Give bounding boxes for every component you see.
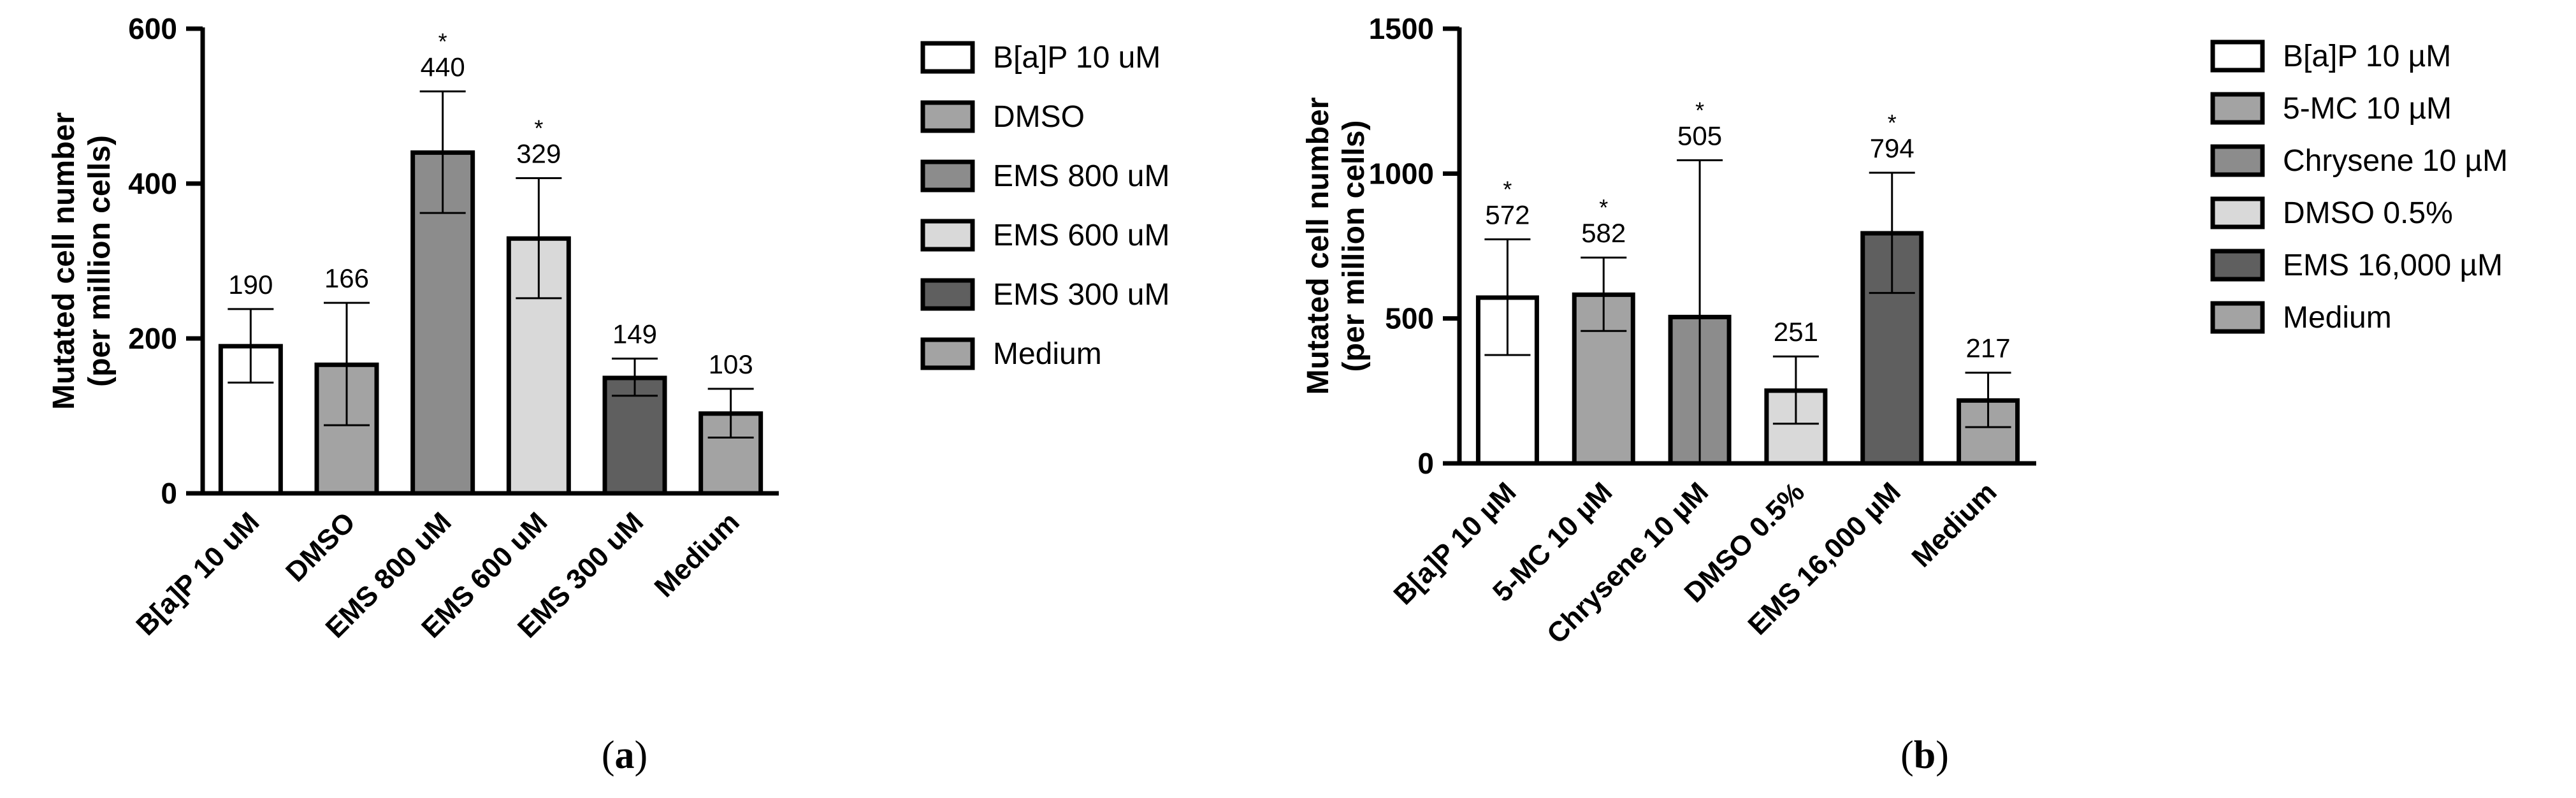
legend-label: Medium xyxy=(993,337,1102,371)
legend-swatch xyxy=(920,41,975,74)
legend-label: Medium xyxy=(2283,301,2392,335)
panel-caption-close-paren: ) xyxy=(1936,734,1949,777)
y-tick-label: 0 xyxy=(1417,447,1434,480)
y-tick-label: 400 xyxy=(128,167,177,200)
legend-label: DMSO xyxy=(993,100,1085,134)
legend-swatch xyxy=(2210,249,2265,282)
legend-swatch xyxy=(920,278,975,311)
legend-swatch xyxy=(920,219,975,252)
value-label: 440 xyxy=(421,52,465,82)
value-label: 251 xyxy=(1774,317,1818,347)
value-label: 794 xyxy=(1870,133,1914,163)
significance-marker: * xyxy=(1599,194,1608,221)
value-label: 582 xyxy=(1581,218,1626,248)
y-tick-label: 500 xyxy=(1385,302,1434,335)
y-axis-title-line-1: Mutated cell number xyxy=(47,112,81,410)
legend-label: 5-MC 10 µM xyxy=(2283,92,2452,126)
x-tick-label: Medium xyxy=(1906,476,2002,573)
legend-swatch xyxy=(2210,92,2265,125)
y-tick-label: 200 xyxy=(128,322,177,355)
legend-label: DMSO 0.5% xyxy=(2283,196,2453,230)
legend-label: Chrysene 10 µM xyxy=(2283,144,2508,178)
panel-caption-open-paren: ( xyxy=(1900,734,1914,777)
legend-swatch xyxy=(2210,301,2265,334)
legend-swatch xyxy=(920,159,975,192)
significance-marker: * xyxy=(534,115,543,141)
panel-a-chart: 0 200 400 600 Mutated cell number(per millio… xyxy=(47,12,1169,777)
legend-label: EMS 16,000 µM xyxy=(2283,249,2503,282)
panel-caption: (a) xyxy=(602,734,648,777)
panel-caption-letter: a xyxy=(615,734,635,777)
value-label: 149 xyxy=(612,319,657,349)
panel-caption-letter: b xyxy=(1914,734,1936,777)
value-label: 166 xyxy=(324,263,369,293)
legend-swatch xyxy=(2210,196,2265,229)
x-tick-label: Medium xyxy=(649,506,746,603)
legend-label: EMS 600 uM xyxy=(993,219,1169,252)
significance-marker: * xyxy=(1888,110,1897,136)
y-axis-title-line-2: (per million cells) xyxy=(1337,120,1371,372)
y-tick-label: 600 xyxy=(128,12,177,45)
legend-swatch xyxy=(2210,144,2265,177)
value-label: 572 xyxy=(1485,200,1530,230)
panel-b-chart: 0 500 1000 1500 Mutated cell number(per mill… xyxy=(1301,12,2508,777)
y-axis-title: Mutated cell number(per million cells) xyxy=(47,112,117,410)
panel-caption-open-paren: ( xyxy=(602,734,615,777)
x-tick-label: DMSO xyxy=(280,506,361,588)
significance-marker: * xyxy=(1695,97,1704,123)
y-axis-title-line-2: (per million cells) xyxy=(83,135,117,387)
panel-caption-close-paren: ) xyxy=(635,734,648,777)
significance-marker: * xyxy=(1503,177,1512,203)
value-label: 329 xyxy=(516,138,561,168)
value-label: 217 xyxy=(1966,333,2011,363)
legend-label: EMS 300 uM xyxy=(993,278,1169,312)
value-label: 103 xyxy=(709,349,753,379)
legend-label: B[a]P 10 uM xyxy=(993,41,1161,75)
x-tick-label: B[a]P 10 uM xyxy=(130,506,265,641)
value-label: 505 xyxy=(1677,120,1722,150)
value-label: 190 xyxy=(228,270,273,300)
x-tick-label: Chrysene 10 µM xyxy=(1541,476,1714,649)
y-tick-label: 1500 xyxy=(1369,12,1434,45)
legend-label: B[a]P 10 µM xyxy=(2283,40,2451,73)
legend-label: EMS 800 uM xyxy=(993,159,1169,193)
y-tick-label: 1000 xyxy=(1369,157,1434,190)
y-tick-label: 0 xyxy=(161,477,177,510)
legend-swatch xyxy=(2210,40,2265,73)
panel-caption: (b) xyxy=(1900,734,1949,777)
significance-marker: * xyxy=(438,28,447,54)
legend-swatch xyxy=(920,337,975,370)
legend-swatch xyxy=(920,100,975,133)
y-axis-title-line-1: Mutated cell number xyxy=(1301,98,1335,395)
y-axis-title: Mutated cell number(per million cells) xyxy=(1301,98,1371,395)
